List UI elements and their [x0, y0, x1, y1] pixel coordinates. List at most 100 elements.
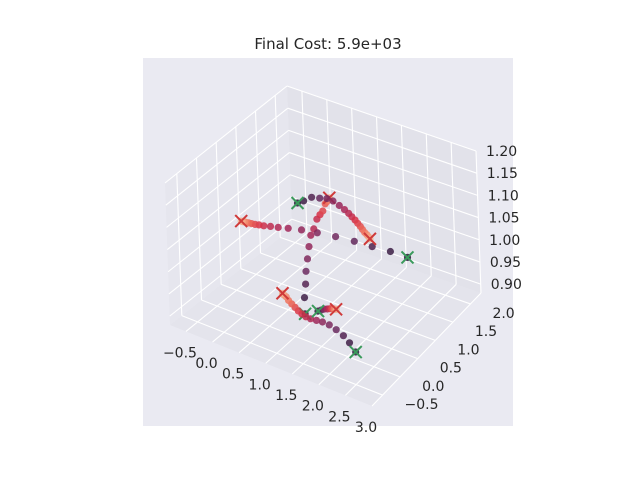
z-tick-label: 0.95	[490, 255, 521, 271]
x-grid-wall	[351, 108, 358, 251]
trajectory-point	[313, 229, 321, 237]
trajectory-point	[350, 237, 358, 245]
z-tick-label: 1.20	[486, 144, 517, 160]
axes-panes	[165, 86, 481, 406]
y-grid-wall	[254, 111, 262, 254]
trajectory-point	[345, 339, 354, 347]
x-grid-floor	[318, 275, 432, 386]
x-grid-wall	[475, 150, 482, 294]
side-wall-pane	[165, 86, 292, 325]
y-grid-wall	[195, 157, 203, 300]
y-grid-wall	[176, 173, 183, 316]
z-grid-side	[164, 85, 288, 184]
y-grid-floor	[260, 252, 454, 323]
trajectory-point	[325, 321, 333, 329]
z-tick-label: 1.10	[488, 188, 519, 204]
z-grid-side	[167, 174, 291, 273]
x-grid-wall	[400, 125, 407, 268]
x-grid-floor	[345, 284, 457, 396]
z-grid-back	[288, 129, 478, 196]
trajectory-point	[302, 280, 310, 288]
z-grid-side	[168, 196, 292, 295]
y-tick-label: 0.0	[422, 379, 444, 395]
trajectory-point	[305, 243, 313, 251]
z-tick-label: 0.90	[491, 277, 522, 293]
z-axis-ticks: 0.90 0.95 1.00 1.05 1.10 1.15 1.20	[486, 144, 522, 293]
trajectory-point	[308, 193, 316, 201]
x-grid-wall	[425, 133, 432, 276]
trajectory-point	[332, 233, 340, 241]
z-grid-side	[165, 107, 289, 206]
y-tick-label: 1.0	[457, 342, 479, 358]
start-x-stroke	[311, 304, 325, 318]
x-tick-label: 0.5	[222, 367, 244, 383]
x-grid-wall	[326, 99, 333, 242]
z-grid-back	[289, 152, 479, 219]
trajectory-5	[311, 302, 343, 318]
y-grid-floor	[181, 315, 383, 396]
goal-x-stroke	[234, 214, 248, 228]
start-x-marker	[400, 250, 415, 265]
trajectory-point	[307, 231, 315, 239]
trajectory-point	[319, 207, 327, 215]
y-tick-label: 1.5	[475, 324, 497, 340]
trajectory-point	[302, 267, 310, 275]
trajectory-3	[290, 193, 377, 246]
plot-marks	[234, 191, 415, 359]
y-grid-floor	[240, 268, 436, 341]
goal-x-marker	[363, 232, 377, 246]
trajectory-point	[274, 223, 282, 231]
x-tick-label: −0.5	[163, 345, 197, 361]
goal-x-stroke	[363, 232, 377, 246]
y-grid-wall	[235, 126, 242, 269]
z-tick-label: 1.05	[488, 211, 519, 227]
x-grid-floor	[291, 266, 407, 375]
floor-pane	[170, 228, 481, 406]
x-grid-floor	[212, 241, 333, 343]
goal-x-stroke	[329, 302, 343, 317]
y-axis-ticks: −0.5 0.0 0.5 1.0 1.5 2.0	[405, 306, 515, 413]
trajectory-point	[335, 201, 343, 210]
z-grid-side	[167, 152, 290, 250]
z-grid-back	[286, 85, 477, 152]
trajectory-point	[303, 255, 312, 263]
z-grid-back	[287, 107, 477, 174]
goal-x-marker	[329, 302, 343, 317]
start-x-marker	[311, 304, 325, 318]
trajectory-point	[284, 224, 292, 232]
trajectory-point	[312, 316, 321, 324]
x-grid-wall	[375, 116, 383, 259]
y-tick-label: −0.5	[405, 397, 439, 413]
z-grid-side	[169, 218, 293, 317]
start-x-stroke	[290, 196, 305, 210]
x-grid-floor	[371, 292, 482, 407]
trajectory-point	[316, 194, 324, 202]
x-axis-ticks: −0.50.0 0.5 1.01.5 2.02.5 3.0	[163, 345, 377, 436]
goal-x-marker	[275, 286, 290, 300]
y-tick-label: 0.5	[440, 361, 462, 377]
trajectory-point	[318, 318, 327, 326]
goal-x-marker	[234, 214, 248, 228]
trajectory-point	[323, 195, 331, 203]
y-grid-floor	[201, 299, 401, 378]
back-wall-pane	[287, 86, 481, 293]
start-x-marker	[349, 345, 363, 359]
x-tick-label: 2.0	[302, 399, 324, 415]
trajectory-point	[329, 197, 337, 205]
trajectory-4	[275, 286, 363, 359]
trajectory-point	[339, 332, 347, 340]
trajectory-point	[297, 226, 306, 234]
x-grid-wall	[301, 91, 308, 234]
start-x-stroke	[349, 345, 363, 359]
trajectory-point	[266, 222, 275, 230]
start-x-marker	[290, 196, 305, 210]
z-grid-back	[291, 218, 481, 285]
y-grid-wall	[215, 142, 222, 285]
z-tick-label: 1.15	[487, 166, 518, 182]
x-tick-label: 3.0	[355, 420, 377, 436]
x-tick-label: 2.5	[328, 409, 350, 425]
trajectory-point	[332, 326, 340, 334]
chart-title: Final Cost: 5.9e+03	[254, 35, 401, 53]
x-grid-floor	[185, 232, 308, 332]
